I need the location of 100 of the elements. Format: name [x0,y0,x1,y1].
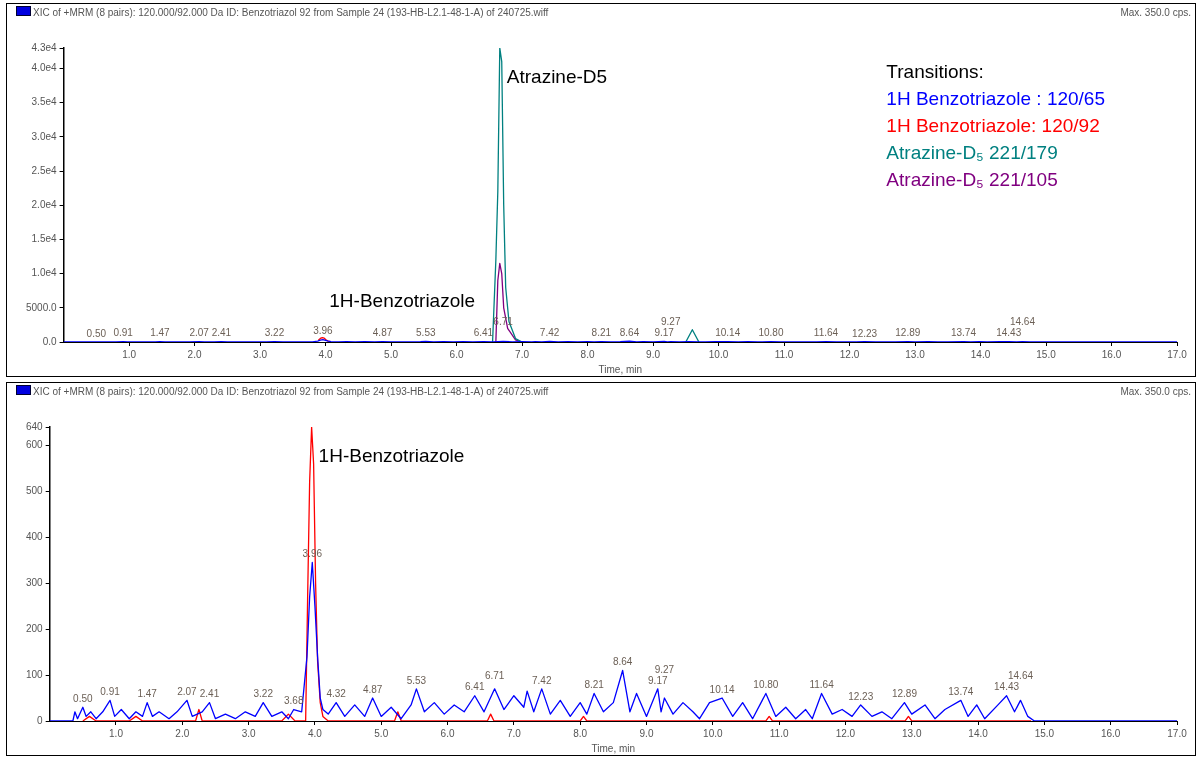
chart-title: XIC of +MRM (8 pairs): 120.000/92.000 Da ID: Benzotriazol 92 from Sample 24 (193-HB-L2.1-48-1-A) of 240725.wiff [33,386,549,397]
y-tick-label: 5000.0 [25,301,58,313]
annotation: 6.71 [484,670,505,682]
y-tick-label: 640 [26,420,44,432]
x-tick-label: 3.0 [241,727,257,739]
x-tick-label: 1.0 [109,727,124,739]
x-tick-label: 16.0 [1100,727,1121,739]
x-axis-title: Time, min [591,742,636,754]
y-tick-label: 1.5e4 [31,233,58,245]
x-tick-label: 10.0 [708,348,729,360]
y-tick-label: 500 [26,485,44,497]
annotation: Atrazine-D5 [506,66,608,88]
annotation: 4.87 [372,327,393,339]
annotation: 6.41 [465,681,485,693]
x-tick-label: 13.0 [902,727,922,739]
y-tick-label: 0.0 [42,335,58,347]
annotation: 1H-Benzotriazole [318,445,465,467]
annotation: 14.64 [1009,316,1036,328]
annotation: 9.27 [660,316,681,328]
annotation: 14.64 [1007,670,1034,682]
annotation: 14.43 [994,681,1020,693]
x-tick-label: 14.0 [970,348,991,360]
x-tick-label: 8.0 [580,348,595,360]
x-tick-label: 4.0 [307,727,323,739]
chart-title: XIC of +MRM (8 pairs): 120.000/92.000 Da ID: Benzotriazol 92 from Sample 24 (193-HB-L2.1-48-1-A) of 240725.wiff [33,7,549,18]
annotation: 10.80 [758,327,784,339]
y-tick-label: 600 [26,439,44,451]
x-tick-label: 7.0 [506,727,522,739]
y-tick-label: 400 [26,531,44,542]
annotation: 1.47 [137,688,158,700]
annotation: 8.64 [619,327,640,338]
annotation: 10.80 [753,679,779,691]
annotation: 0.50 [86,327,107,339]
x-tick-label: 12.0 [839,348,860,360]
y-tick-label: 4.0e4 [31,62,58,74]
annotation: 9.27 [654,663,675,675]
annotation: 2.41 [199,688,220,700]
x-tick-label: 9.0 [646,348,661,360]
annotation: 12.89 [895,327,921,339]
x-tick-label: 11.0 [769,727,789,739]
x-tick-label: 2.0 [187,348,202,360]
annotation: 0.91 [100,686,121,698]
annotation: 13.74 [948,686,974,698]
annotation: 1.47 [150,327,171,339]
x-tick-label: 17.0 [1167,727,1188,739]
annotation: 7.42 [539,327,560,339]
x-tick-label: 15.0 [1036,348,1057,360]
annotation: 4.32 [326,688,347,700]
annotation: 3.22 [253,688,274,700]
x-tick-label: 10.0 [703,727,723,739]
x-tick-label: 11.0 [774,348,794,360]
x-tick-label: 5.0 [374,727,389,739]
annotation: 7.42 [531,674,552,686]
annotation: 8.64 [612,656,633,668]
x-tick-label: 6.0 [440,727,455,739]
x-tick-label: 13.0 [905,348,926,360]
chart-subtitle: Max. 350.0 cps. [1120,386,1191,397]
annotation: 2.41 [211,327,232,339]
y-tick-label: 300 [26,576,44,588]
annotation: 12.23 [852,327,878,339]
x-tick-label: 17.0 [1167,348,1188,360]
y-tick-label: 200 [26,622,44,634]
annotation: 1H-Benzotriazole [329,290,476,312]
annotation: 13.74 [950,327,977,339]
annotation: 10.14 [709,683,736,695]
x-tick-label: 12.0 [835,727,856,739]
x-tick-label: 9.0 [639,727,654,739]
x-tick-label: 14.0 [968,727,989,739]
x-tick-label: 6.0 [449,348,464,360]
annotation: 3.96 [313,325,334,337]
x-tick-label: 15.0 [1034,727,1055,739]
annotation: 14.43 [996,327,1022,339]
text: Atrazine-D₅ 221/179 [886,141,1059,165]
annotation: 10.14 [715,327,741,339]
y-tick-label: 3.5e4 [31,96,58,108]
x-tick-label: 16.0 [1101,348,1122,360]
x-axis-title: Time, min [598,363,643,375]
y-tick-label: 3.0e4 [31,130,58,142]
x-tick-label: 2.0 [175,727,190,739]
text: Atrazine-D₅ 221/105 [886,168,1059,192]
y-tick-label: 0 [37,714,44,726]
annotation: 0.50 [73,692,94,704]
annotation: 3.22 [264,327,285,339]
y-tick-label: 4.3e4 [31,41,58,53]
y-tick-label: 2.0e4 [31,199,58,211]
x-tick-label: 7.0 [515,348,530,360]
annotation: 4.87 [362,683,383,695]
annotation: 9.17 [654,327,675,339]
x-tick-label: 4.0 [318,348,333,360]
annotation: 12.89 [891,688,918,700]
x-tick-label: 3.0 [253,348,268,360]
annotation: 0.91 [113,327,134,339]
text: 1H Benzotriazole : 120/65 [886,87,1105,111]
annotation: 12.23 [848,690,874,702]
text: 1H Benzotriazole: 120/92 [886,114,1101,138]
annotation: 2.07 [177,686,198,698]
x-tick-label: 5.0 [384,348,399,360]
annotation: 2.07 [189,327,210,339]
annotation: 11.64 [813,327,839,339]
y-tick-label: 1.0e4 [31,267,58,279]
